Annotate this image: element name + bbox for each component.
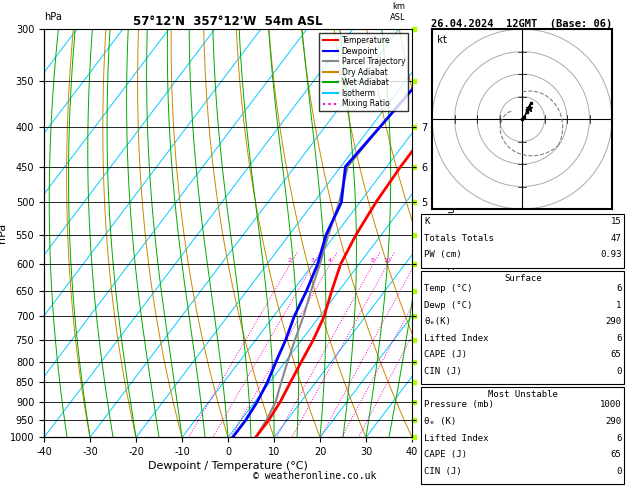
Text: 290: 290: [605, 317, 621, 327]
Text: CAPE (J): CAPE (J): [424, 450, 467, 459]
Text: θₑ(K): θₑ(K): [424, 317, 451, 327]
Text: 6: 6: [616, 334, 621, 343]
Text: CIN (J): CIN (J): [424, 467, 462, 476]
Title: 57°12'N  357°12'W  54m ASL: 57°12'N 357°12'W 54m ASL: [133, 15, 323, 28]
Text: kt: kt: [437, 35, 448, 45]
Text: Dewp (°C): Dewp (°C): [424, 301, 472, 310]
Text: 0: 0: [616, 467, 621, 476]
Text: 26.04.2024  12GMT  (Base: 06): 26.04.2024 12GMT (Base: 06): [431, 19, 613, 30]
Text: 47: 47: [611, 234, 621, 243]
Text: CIN (J): CIN (J): [424, 367, 462, 376]
Text: 1000: 1000: [600, 400, 621, 410]
Text: Pressure (mb): Pressure (mb): [424, 400, 494, 410]
Text: 65: 65: [611, 450, 621, 459]
Text: Lifted Index: Lifted Index: [424, 334, 489, 343]
Text: 10: 10: [383, 258, 391, 263]
Text: 1: 1: [616, 301, 621, 310]
Text: 6: 6: [616, 434, 621, 443]
X-axis label: Dewpoint / Temperature (°C): Dewpoint / Temperature (°C): [148, 461, 308, 471]
Text: Surface: Surface: [504, 274, 542, 283]
Y-axis label: Mixing Ratio (g/kg): Mixing Ratio (g/kg): [445, 187, 455, 279]
Text: PW (cm): PW (cm): [424, 250, 462, 260]
Text: 4: 4: [328, 258, 332, 263]
Text: 6: 6: [616, 284, 621, 294]
Text: 290: 290: [605, 417, 621, 426]
Text: 0: 0: [616, 367, 621, 376]
Text: hPa: hPa: [44, 12, 62, 22]
Text: 0.93: 0.93: [600, 250, 621, 260]
Text: 2: 2: [288, 258, 292, 263]
Text: 8: 8: [371, 258, 375, 263]
Text: K: K: [424, 217, 430, 226]
Text: Totals Totals: Totals Totals: [424, 234, 494, 243]
Text: 15: 15: [611, 217, 621, 226]
Text: Temp (°C): Temp (°C): [424, 284, 472, 294]
Text: Most Unstable: Most Unstable: [487, 390, 558, 399]
Text: Lifted Index: Lifted Index: [424, 434, 489, 443]
Text: CAPE (J): CAPE (J): [424, 350, 467, 360]
Text: θₑ (K): θₑ (K): [424, 417, 456, 426]
Text: 65: 65: [611, 350, 621, 360]
Text: © weatheronline.co.uk: © weatheronline.co.uk: [253, 471, 376, 481]
Text: km
ASL: km ASL: [390, 2, 406, 22]
Y-axis label: hPa: hPa: [0, 223, 7, 243]
Legend: Temperature, Dewpoint, Parcel Trajectory, Dry Adiabat, Wet Adiabat, Isotherm, Mi: Temperature, Dewpoint, Parcel Trajectory…: [320, 33, 408, 111]
Text: 3: 3: [311, 258, 315, 263]
